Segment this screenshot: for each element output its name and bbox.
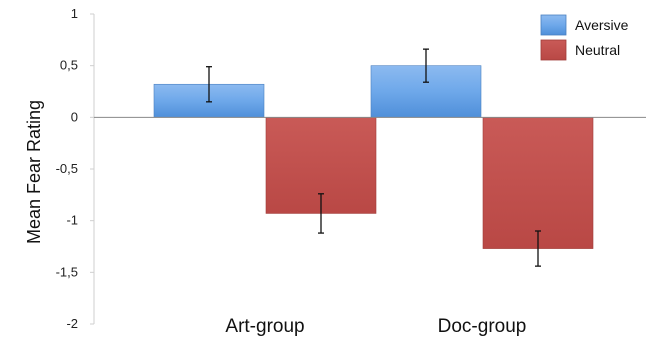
category-label: Art-group — [225, 316, 304, 337]
y-axis-title: Mean Fear Rating — [24, 100, 44, 244]
y-tick-label: -1 — [66, 213, 78, 228]
category-label: Doc-group — [438, 316, 527, 337]
y-axis-ticks: 1 0,5 0 -0,5 -1 -1,5 -2 — [56, 6, 94, 331]
error-bar-neutral-art-group — [318, 193, 324, 234]
y-tick-label: 0,5 — [60, 58, 78, 73]
error-bars — [206, 48, 541, 267]
y-tick-label: 1 — [71, 6, 78, 21]
bar-neutral-doc-group — [482, 117, 594, 249]
error-bar-neutral-doc-group — [535, 230, 541, 267]
legend: Aversive Neutral — [540, 14, 629, 61]
bars — [153, 65, 594, 249]
legend-label-aversive: Aversive — [575, 17, 629, 33]
error-bar-aversive-art-group — [206, 66, 212, 103]
y-tick-label: 0 — [71, 109, 78, 124]
y-tick-label: -2 — [66, 316, 78, 331]
error-bar-aversive-doc-group — [423, 48, 429, 83]
category-labels: Art-group Doc-group — [225, 316, 526, 337]
legend-label-neutral: Neutral — [575, 42, 620, 58]
y-tick-label: -1,5 — [56, 264, 78, 279]
legend-swatch-aversive — [540, 14, 567, 36]
legend-swatch-neutral — [540, 39, 567, 61]
y-tick-label: -0,5 — [56, 161, 78, 176]
